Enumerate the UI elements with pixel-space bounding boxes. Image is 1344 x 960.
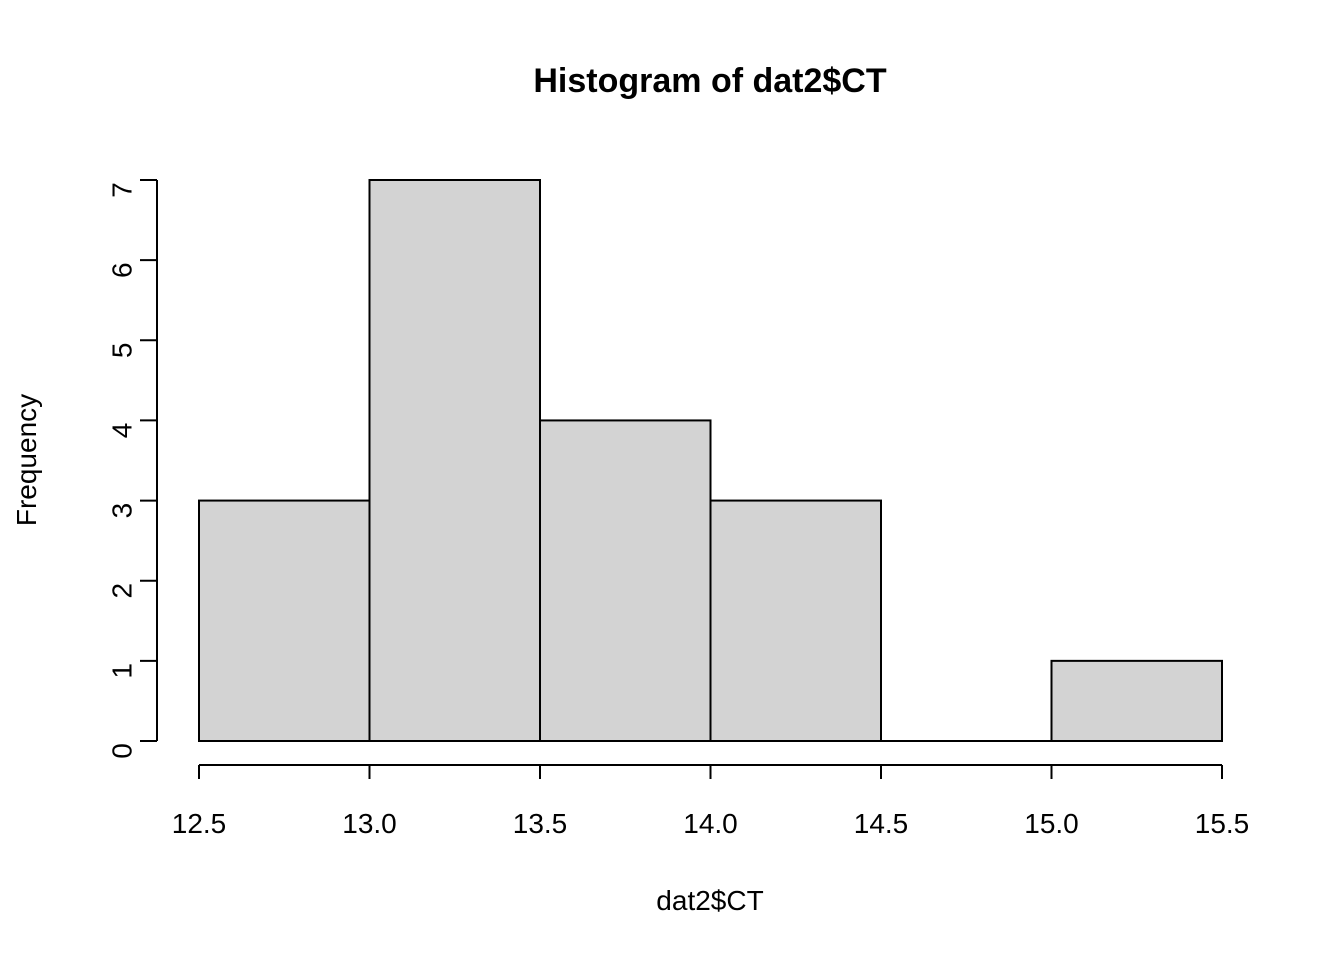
x-tick-label: 15.5: [1195, 808, 1250, 839]
histogram-bar-5: [1050, 659, 1223, 742]
y-tick-label: 7: [107, 182, 138, 198]
y-tick-label: 5: [107, 342, 138, 358]
chart-title: Histogram of dat2$CT: [533, 62, 886, 100]
y-tick-label: 3: [107, 503, 138, 519]
histogram-bar-2: [539, 419, 712, 742]
x-tick-label: 14.0: [683, 808, 738, 839]
histogram-bar-3: [709, 499, 882, 743]
x-tick-label: 14.5: [854, 808, 909, 839]
x-tick-label: 15.0: [1024, 808, 1079, 839]
y-tick-label: 4: [107, 423, 138, 439]
y-tick-label: 6: [107, 262, 138, 278]
x-axis-label: dat2$CT: [656, 885, 763, 916]
histogram-bar-1: [368, 179, 541, 742]
bars-group: [198, 179, 1223, 743]
x-tick-label: 13.5: [513, 808, 568, 839]
x-axis: 12.5 13.0 13.5 14.0 14.5 15.0 15.5: [172, 764, 1250, 839]
histogram-bar-0: [198, 499, 371, 743]
y-tick-label: 0: [107, 743, 138, 759]
y-tick-label: 1: [107, 663, 138, 679]
x-tick-label: 13.0: [342, 808, 397, 839]
y-axis-label: Frequency: [11, 394, 42, 526]
y-axis: 0 1 2 3 4 5 6 7: [107, 179, 158, 759]
x-tick-label: 12.5: [172, 808, 227, 839]
y-tick-label: 2: [107, 583, 138, 599]
